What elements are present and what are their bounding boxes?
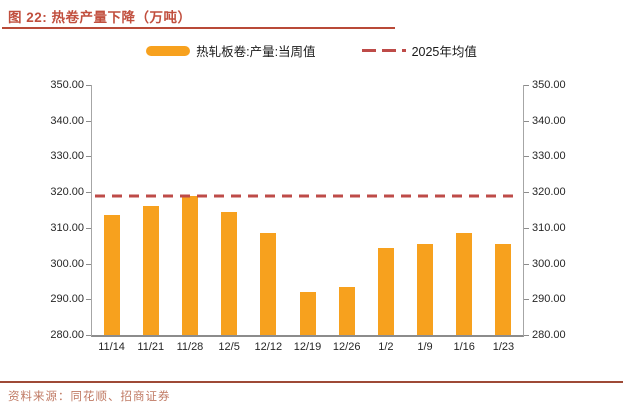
y-axis-tick-right	[524, 85, 529, 86]
y-axis-tick-left	[86, 299, 91, 301]
y-axis-tick-left	[86, 263, 91, 265]
bar-series-swatch-icon	[146, 45, 191, 56]
x-axis-label: 1/23	[492, 341, 515, 353]
y-axis-label-left: 280.00	[50, 329, 84, 341]
x-axis-label: 12/19	[293, 341, 322, 353]
y-axis-label-right: 340.00	[532, 114, 566, 127]
footer-rule	[0, 381, 623, 383]
legend-label: 2025年均值	[411, 45, 477, 59]
y-axis-label-left: 300.00	[50, 257, 84, 270]
x-axis-label: 11/21	[137, 341, 165, 353]
bar	[338, 287, 355, 335]
bar	[456, 233, 473, 335]
plot-area: 350.00 350.00 340.00 340.00 330.00 330.00 320.…	[50, 79, 565, 353]
x-axis-label: 1/9	[417, 341, 433, 353]
y-axis-label-left: 330.00	[50, 150, 84, 163]
bar	[142, 206, 159, 335]
x-axis-label: 11/28	[176, 341, 204, 353]
y-axis-tick-right	[524, 120, 529, 122]
legend-item-mean-line: 2025年均值	[361, 41, 477, 60]
chart-legend: 热轧板卷:产量:当周值 2025年均值	[0, 41, 623, 60]
y-axis-tick-right	[524, 156, 529, 158]
legend-label: 热轧板卷:产量:当周值	[196, 45, 316, 59]
y-axis-tick-left	[86, 227, 91, 229]
y-axis-tick-right	[524, 192, 529, 194]
y-axis-tick-right	[524, 263, 529, 265]
x-axis-label: 12/5	[218, 341, 240, 353]
mean-line	[95, 194, 520, 198]
y-axis-label-right: 330.00	[532, 150, 566, 163]
y-axis-label-right: 280.00	[532, 329, 566, 341]
y-axis-label-left: 320.00	[50, 186, 84, 199]
y-axis-label-right: 300.00	[532, 257, 566, 270]
y-axis-label-right: 350.00	[532, 79, 566, 91]
y-axis-label-left: 340.00	[50, 114, 84, 127]
y-axis-label-right: 320.00	[532, 186, 566, 199]
y-axis-tick-left	[86, 192, 91, 194]
y-axis-label-left: 310.00	[50, 221, 84, 234]
x-axis-label: 12/12	[254, 341, 283, 353]
y-axis-label-right: 310.00	[532, 221, 566, 234]
figure-title: 图 22: 热卷产量下降（万吨）	[8, 10, 192, 25]
y-axis-label-left: 290.00	[50, 293, 84, 306]
source-note: 资料来源：同花顺、招商证券	[8, 391, 171, 403]
x-axis-label: 1/2	[378, 341, 394, 353]
y-axis-label-left: 350.00	[50, 79, 84, 91]
y-axis-tick-left	[86, 85, 91, 86]
x-axis-label: 1/16	[453, 341, 475, 353]
bar	[417, 243, 434, 335]
bar	[181, 195, 198, 335]
y-axis-tick-right	[524, 227, 529, 229]
y-axis-tick-left	[86, 120, 91, 122]
bar	[299, 292, 316, 335]
dashed-line-swatch-icon	[361, 49, 406, 52]
title-underline	[2, 27, 395, 29]
bar	[103, 215, 120, 335]
bar	[377, 247, 394, 335]
x-axis-label: 11/14	[98, 341, 125, 353]
y-axis-tick-left	[86, 335, 91, 336]
y-axis-tick-left	[86, 156, 91, 158]
bar	[260, 232, 277, 335]
y-axis-tick-right	[524, 335, 529, 336]
y-axis-tick-right	[524, 299, 529, 301]
y-axis-label-right: 290.00	[532, 293, 566, 306]
x-axis-label: 12/26	[332, 341, 361, 353]
bar	[221, 211, 238, 335]
bar	[495, 244, 512, 335]
legend-item-bar-series: 热轧板卷:产量:当周值	[146, 41, 316, 60]
